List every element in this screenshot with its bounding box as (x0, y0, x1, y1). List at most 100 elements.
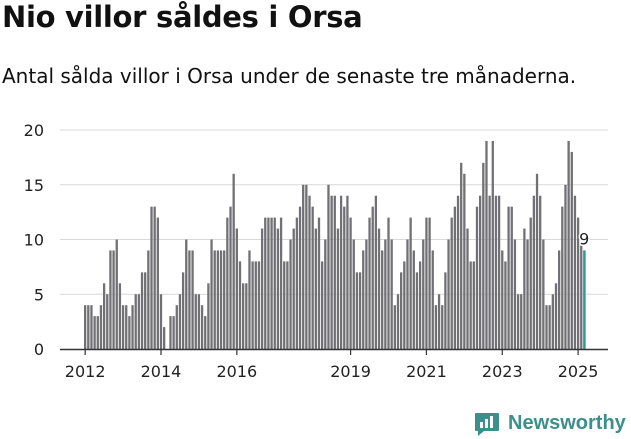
bar (305, 184, 308, 349)
bar (469, 261, 472, 349)
bar (362, 250, 365, 349)
newsworthy-brand-name: Newsworthy (508, 411, 626, 434)
bar (393, 305, 396, 349)
bar (194, 294, 197, 349)
bar (513, 239, 517, 349)
bar (456, 195, 460, 349)
bar (346, 195, 349, 349)
bar (257, 261, 261, 349)
bar (229, 206, 232, 349)
bar (529, 217, 532, 349)
bar (191, 250, 194, 349)
bar (501, 250, 504, 349)
bar (406, 239, 409, 349)
bar (450, 217, 453, 349)
bar (137, 294, 141, 349)
newsworthy-brand[interactable]: Newsworthy (474, 407, 626, 439)
bar (475, 206, 479, 349)
newsworthy-logo-icon (475, 413, 499, 436)
bar (248, 250, 251, 349)
bar (324, 239, 327, 349)
bar (200, 305, 204, 349)
bar (576, 217, 580, 349)
bar (573, 195, 577, 349)
bar (479, 195, 482, 349)
bar (535, 173, 539, 349)
bar (125, 305, 128, 349)
bar (567, 140, 570, 349)
bar (482, 162, 485, 349)
bar (90, 305, 93, 349)
bar (460, 162, 463, 349)
bar (548, 305, 551, 349)
bar (453, 206, 457, 349)
bar (302, 184, 305, 349)
bar (242, 283, 245, 349)
bar (96, 316, 99, 349)
bar (156, 217, 159, 349)
bar (298, 206, 302, 349)
bar (418, 261, 422, 349)
bar (118, 283, 122, 349)
bar (314, 228, 317, 349)
bar (349, 217, 352, 349)
bar (504, 261, 507, 349)
y-tick-label: 0 (34, 340, 44, 359)
bar (437, 294, 441, 349)
bar (352, 239, 355, 349)
bar (317, 217, 321, 349)
bar (516, 294, 520, 349)
bar (333, 195, 336, 349)
bar (327, 184, 330, 349)
bar (339, 195, 343, 349)
bar (570, 151, 573, 349)
bar (270, 217, 273, 349)
bar (564, 184, 567, 349)
bar (286, 261, 289, 349)
bar (415, 272, 419, 349)
bar (172, 316, 175, 349)
x-tick-label: 2021 (406, 362, 447, 381)
bar (159, 294, 163, 349)
bar (289, 239, 292, 349)
bar-chart: 0 5 10 15 20 9 2012 2014 2016 2019 2021 2023 2025 (24, 121, 608, 381)
bar (374, 195, 378, 349)
bar (447, 239, 450, 349)
bar (175, 305, 178, 349)
bar (93, 316, 96, 349)
bar (223, 250, 226, 349)
bar (121, 305, 125, 349)
bar (235, 228, 238, 349)
bar (539, 195, 542, 349)
bar (485, 140, 488, 349)
bar (561, 206, 564, 349)
bar (238, 261, 242, 349)
bar (128, 316, 131, 349)
bar (545, 305, 548, 349)
bar (472, 261, 475, 349)
bar (444, 272, 447, 349)
bar (400, 272, 403, 349)
bar (365, 239, 368, 349)
bar (358, 272, 362, 349)
bar (102, 283, 106, 349)
bar (99, 305, 103, 349)
bar (409, 217, 412, 349)
bar (178, 294, 182, 349)
bar (336, 228, 340, 349)
bar (197, 294, 201, 349)
bar (216, 250, 220, 349)
bar (532, 195, 536, 349)
bar (226, 217, 229, 349)
bar (260, 228, 264, 349)
x-tick-label: 2025 (558, 362, 599, 381)
bar (153, 206, 156, 349)
bar (112, 250, 115, 349)
bar (232, 173, 235, 349)
bar (396, 294, 400, 349)
bar (520, 294, 523, 349)
bar (185, 239, 188, 349)
bar (84, 305, 87, 349)
bar (321, 261, 324, 349)
x-tick-label: 2014 (141, 362, 182, 381)
